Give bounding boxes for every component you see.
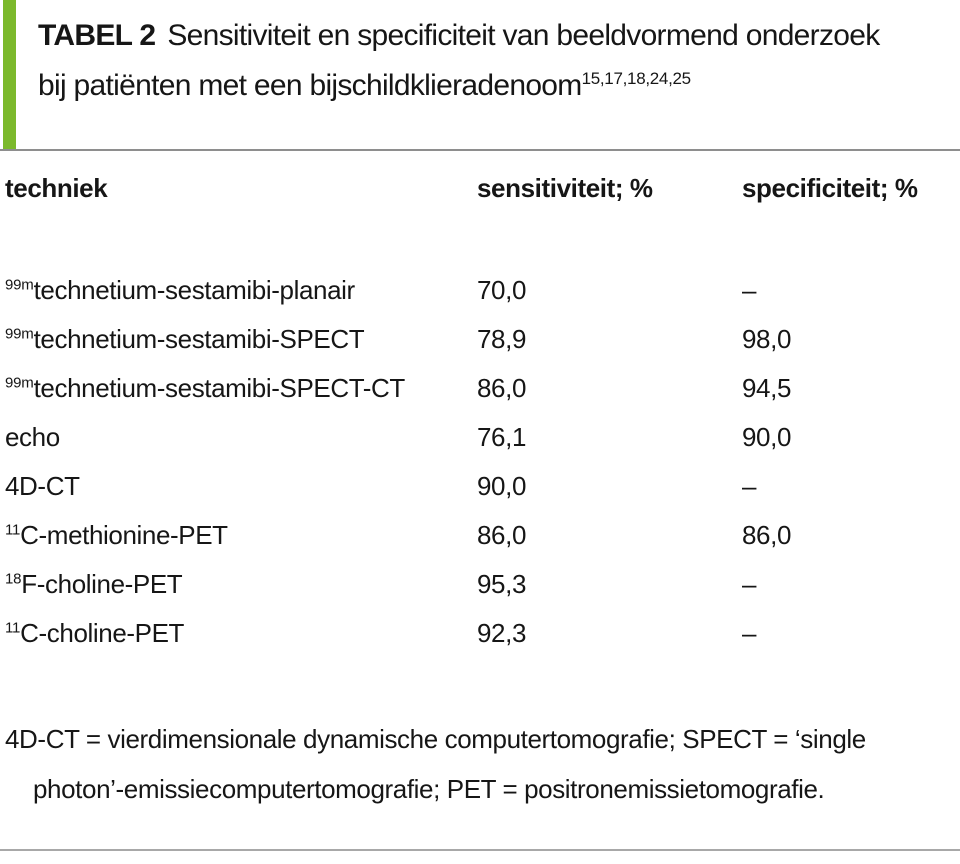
sensitivity-value: 76,1	[477, 422, 527, 452]
caption-line-2: bij patiënten met een bijschildklieraden…	[38, 61, 880, 111]
technique-cell: 11C-methionine-PET	[5, 520, 228, 550]
sensitivity-value: 95,3	[477, 569, 527, 599]
table-rows: 99mtechnetium-sestamibi-planair 70,0–99mt…	[0, 266, 960, 658]
sensitivity-value: 78,9	[477, 324, 527, 354]
header-divider-rule	[0, 149, 960, 151]
isotope-superscript: 11	[5, 521, 21, 539]
table-row: 18F-choline-PET 95,3 –	[0, 560, 960, 609]
table-caption: TABEL 2 Sensitiviteit en specificiteit va…	[38, 11, 880, 111]
specificity-value: –	[742, 618, 757, 648]
technique-cell: 99mtechnetium-sestamibi-SPECT-CT	[5, 373, 405, 403]
technique-cell: 4D-CT	[5, 471, 80, 501]
specificity-value: 90,0	[742, 422, 792, 452]
table-footnote: 4D-CT = vierdimensionale dynamische comp…	[5, 714, 866, 814]
table-row: 4D-CT 90,0 –	[0, 462, 960, 511]
sensitivity-value: 90,0	[477, 471, 527, 501]
column-header-techniek: techniek	[5, 173, 108, 203]
isotope-superscript: 99m	[5, 325, 34, 343]
isotope-superscript: 11	[5, 619, 21, 637]
caption-text-2: bij patiënten met een bijschildklieraden…	[38, 69, 582, 102]
table-row: 99mtechnetium-sestamibi-SPECT-CT 86,0 94,5	[0, 364, 960, 413]
caption-line-1: TABEL 2 Sensitiviteit en specificiteit va…	[38, 11, 880, 61]
sensitivity-value: 92,3	[477, 618, 527, 648]
sensitivity-value: 86,0	[477, 373, 527, 403]
column-header-specificiteit: specificiteit; %	[742, 173, 918, 203]
table-row: 11C-methionine-PET 86,0 86,0	[0, 511, 960, 560]
technique-cell: echo	[5, 422, 60, 452]
table-number-label: TABEL 2	[38, 19, 156, 52]
specificity-value: 98,0	[742, 324, 792, 354]
specificity-value: –	[742, 569, 757, 599]
footnote-line-2: photon’-emissiecomputertomografie; PET =…	[33, 774, 825, 804]
specificity-value: 86,0	[742, 520, 792, 550]
accent-bar	[3, 0, 16, 149]
column-header-row: techniek sensitiviteit; % specificiteit;…	[0, 164, 960, 213]
specificity-value: –	[742, 275, 757, 305]
specificity-value: 94,5	[742, 373, 792, 403]
table-row: 99mtechnetium-sestamibi-SPECT 78,9 98,0	[0, 315, 960, 364]
technique-cell: 99mtechnetium-sestamibi-SPECT	[5, 324, 365, 354]
isotope-superscript: 99m	[5, 276, 34, 294]
technique-cell: 99mtechnetium-sestamibi-planair	[5, 275, 355, 305]
table-row: 99mtechnetium-sestamibi-planair 70,0 –	[0, 266, 960, 315]
technique-cell: 11C-choline-PET	[5, 618, 185, 648]
table-row: 11C-choline-PET 92,3 –	[0, 609, 960, 658]
bottom-rule	[0, 849, 960, 851]
sensitivity-value: 86,0	[477, 520, 527, 550]
isotope-superscript: 18	[5, 570, 22, 588]
caption-text-1: Sensitiviteit en specificiteit van beeld…	[167, 19, 880, 52]
column-header-sensitiviteit: sensitiviteit; %	[477, 173, 653, 203]
specificity-value: –	[742, 471, 757, 501]
reference-superscript: 15,17,18,24,25	[581, 69, 692, 88]
footnote-line-1: 4D-CT = vierdimensionale dynamische comp…	[5, 724, 866, 754]
technique-cell: 18F-choline-PET	[5, 569, 183, 599]
isotope-superscript: 99m	[5, 374, 34, 392]
sensitivity-value: 70,0	[477, 275, 527, 305]
table-row: echo 76,1 90,0	[0, 413, 960, 462]
